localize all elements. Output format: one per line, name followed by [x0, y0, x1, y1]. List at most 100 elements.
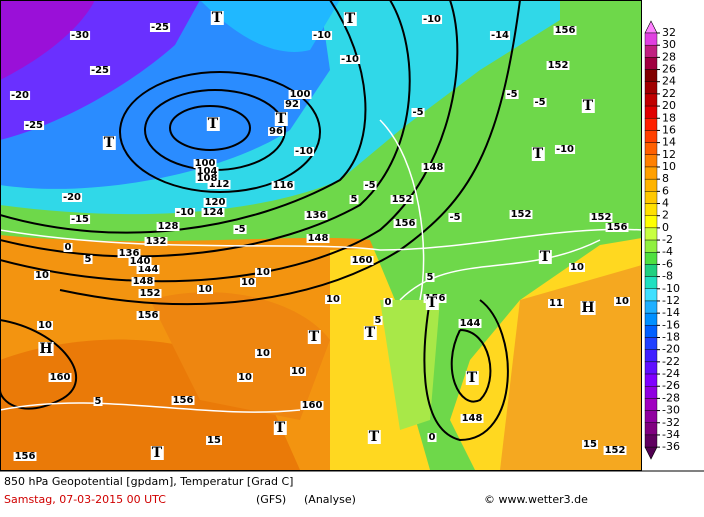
- contour-label: 128: [158, 221, 179, 232]
- colorbar-tick-label: 18: [662, 111, 676, 124]
- contour-label: 15: [207, 435, 221, 446]
- pressure-center: T: [212, 10, 223, 26]
- label-background: [207, 180, 231, 189]
- contour-label: -10: [341, 54, 359, 65]
- contour-label: -5: [234, 224, 245, 235]
- colorbar-swatch: [644, 166, 658, 180]
- colorbar-swatch: [644, 349, 658, 363]
- label-background: [149, 23, 171, 32]
- label-background: [13, 452, 37, 461]
- colorbar-swatch: [644, 178, 658, 192]
- colorbar-tick-label: -6: [662, 257, 673, 270]
- contour-label: 10: [615, 296, 629, 307]
- contour-label: -20: [63, 192, 81, 203]
- colorbar-swatch: [644, 57, 658, 70]
- label-background: [531, 147, 545, 161]
- label-background: [37, 321, 53, 330]
- colorbar-bottom-cap: [644, 446, 658, 460]
- label-background: [548, 299, 564, 308]
- contour-label: 144: [138, 264, 159, 275]
- label-background: [373, 316, 383, 325]
- colorbar-swatch: [644, 227, 658, 241]
- label-background: [350, 256, 374, 265]
- footer-title: 850 hPa Geopotential [gpdam], Temperatur…: [4, 475, 293, 488]
- label-background: [582, 440, 598, 449]
- colorbar-tick-label: -14: [662, 306, 680, 319]
- pressure-center: T: [208, 116, 219, 132]
- contour-label: 152: [511, 209, 532, 220]
- contour-label: 148: [423, 162, 444, 173]
- label-background: [255, 268, 271, 277]
- label-background: [339, 55, 361, 64]
- contour-label: 5: [427, 272, 434, 283]
- label-background: [271, 181, 295, 190]
- contour-label: 152: [140, 288, 161, 299]
- colorbar-swatch: [644, 154, 658, 168]
- contour-label: 160: [50, 372, 71, 383]
- colorbar-tick-label: -4: [662, 245, 673, 258]
- label-background: [306, 234, 330, 243]
- label-background: [325, 295, 341, 304]
- contour-label: 5: [351, 194, 358, 205]
- pressure-center: T: [540, 249, 551, 265]
- contour-label: 148: [308, 233, 329, 244]
- contour-label: 160: [302, 400, 323, 411]
- contour-label: -25: [151, 22, 169, 33]
- label-background: [206, 117, 220, 131]
- label-background: [311, 31, 333, 40]
- label-background: [304, 211, 328, 220]
- label-background: [509, 210, 533, 219]
- contour-label: 156: [15, 451, 36, 462]
- contour-label: 152: [605, 445, 626, 456]
- colorbar-swatch: [644, 361, 658, 375]
- colorbar-tick-label: 0: [662, 221, 669, 234]
- label-background: [589, 213, 613, 222]
- label-background: [569, 263, 585, 272]
- colorbar-tick-label: -34: [662, 428, 680, 441]
- label-background: [23, 121, 45, 130]
- colorbar-tick-label: 6: [662, 184, 669, 197]
- colorbar-swatch: [644, 105, 658, 119]
- label-background: [273, 421, 287, 435]
- pressure-center: T: [365, 325, 376, 341]
- contour-label: 10: [38, 320, 52, 331]
- label-background: [533, 98, 547, 107]
- contour-label: -5: [534, 97, 545, 108]
- label-background: [69, 31, 91, 40]
- colorbar-swatch: [644, 337, 658, 350]
- label-background: [195, 167, 219, 176]
- colorbar-swatch: [644, 312, 658, 326]
- label-background: [300, 401, 324, 410]
- label-background: [580, 301, 596, 315]
- label-background: [489, 31, 511, 40]
- label-background: [128, 257, 152, 266]
- colorbar-tick-label: 24: [662, 75, 676, 88]
- label-background: [427, 433, 437, 442]
- colorbar-tick-label: 12: [662, 148, 676, 161]
- colorbar-tick-label: -22: [662, 355, 680, 368]
- label-background: [458, 319, 482, 328]
- colorbar-swatch: [644, 276, 658, 289]
- colorbar-swatch: [644, 434, 658, 448]
- pressure-center: T: [467, 370, 478, 386]
- label-background: [274, 112, 288, 126]
- label-background: [102, 136, 116, 150]
- contour-label: 0: [65, 242, 72, 253]
- label-background: [448, 213, 462, 222]
- label-background: [197, 285, 213, 294]
- contour-label: 136: [119, 248, 140, 259]
- contour-label: 120: [205, 197, 226, 208]
- label-background: [156, 222, 180, 231]
- label-background: [144, 237, 168, 246]
- label-background: [505, 90, 519, 99]
- contour-label: 10: [241, 277, 255, 288]
- label-background: [538, 250, 552, 264]
- contour-label: -5: [412, 107, 423, 118]
- label-background: [393, 219, 417, 228]
- colorbar-tick-label: 8: [662, 172, 669, 185]
- contour-label: 100: [290, 89, 311, 100]
- label-background: [460, 414, 484, 423]
- pressure-center: T: [276, 111, 287, 127]
- contour-label: 96: [269, 126, 283, 137]
- label-background: [290, 367, 306, 376]
